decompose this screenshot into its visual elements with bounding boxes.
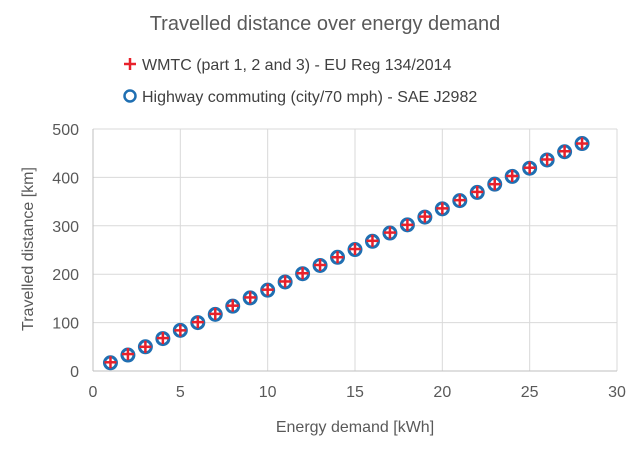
- y-tick-label: 200: [52, 267, 79, 284]
- y-tick-label: 400: [52, 170, 79, 187]
- y-tick-label: 0: [70, 364, 79, 381]
- point-wmtc: [558, 145, 571, 158]
- y-tick-label: 500: [52, 122, 79, 139]
- point-wmtc: [191, 316, 204, 329]
- point-wmtc: [209, 307, 222, 320]
- point-wmtc: [174, 324, 187, 337]
- point-wmtc: [314, 259, 327, 272]
- y-axis-label: Travelled distance [km]: [20, 167, 37, 331]
- x-tick-label: 30: [608, 384, 626, 401]
- legend: WMTC (part 1, 2 and 3) - EU Reg 134/2014…: [123, 57, 477, 106]
- x-tick-label: 5: [176, 384, 185, 401]
- point-wmtc: [541, 153, 554, 166]
- x-tick-labels: 0 5 10 15 20 25 30: [89, 384, 626, 401]
- point-wmtc: [506, 169, 519, 182]
- y-tick-labels: 0 100 200 300 400 500: [52, 122, 79, 381]
- legend-label-wmtc: WMTC (part 1, 2 and 3) - EU Reg 134/2014: [142, 57, 452, 74]
- point-wmtc: [104, 356, 117, 369]
- x-tick-label: 10: [259, 384, 277, 401]
- x-tick-label: 0: [89, 384, 98, 401]
- point-wmtc: [436, 202, 449, 215]
- point-wmtc: [523, 161, 536, 174]
- chart-title: Travelled distance over energy demand: [150, 13, 501, 35]
- x-tick-label: 25: [521, 384, 539, 401]
- legend-marker-circle: [123, 89, 137, 103]
- x-tick-label: 20: [433, 384, 451, 401]
- point-wmtc: [121, 348, 134, 361]
- legend-marker-plus: [124, 58, 136, 70]
- legend-label-highway: Highway commuting (city/70 mph) - SAE J2…: [142, 89, 477, 106]
- point-wmtc: [401, 218, 414, 231]
- point-wmtc: [296, 267, 309, 280]
- point-wmtc: [331, 251, 344, 264]
- axes: [92, 129, 617, 372]
- point-wmtc: [349, 243, 361, 256]
- point-wmtc: [471, 185, 484, 198]
- point-wmtc: [244, 291, 257, 304]
- x-axis-label: Energy demand [kWh]: [276, 419, 434, 436]
- point-wmtc: [383, 226, 396, 239]
- legend-item-highway: Highway commuting (city/70 mph) - SAE J2…: [123, 89, 477, 106]
- point-wmtc: [576, 137, 589, 150]
- y-tick-label: 300: [52, 219, 79, 236]
- legend-item-wmtc: WMTC (part 1, 2 and 3) - EU Reg 134/2014: [124, 57, 452, 74]
- y-tick-label: 100: [52, 316, 79, 333]
- data-points: [102, 136, 590, 371]
- point-wmtc: [366, 234, 379, 247]
- point-wmtc: [418, 210, 431, 223]
- point-wmtc: [139, 340, 152, 353]
- point-wmtc: [226, 299, 239, 312]
- x-tick-label: 15: [346, 384, 364, 401]
- point-wmtc: [156, 332, 169, 345]
- point-wmtc: [453, 194, 466, 207]
- point-wmtc: [279, 275, 292, 288]
- point-wmtc: [488, 178, 501, 191]
- point-wmtc: [261, 283, 274, 296]
